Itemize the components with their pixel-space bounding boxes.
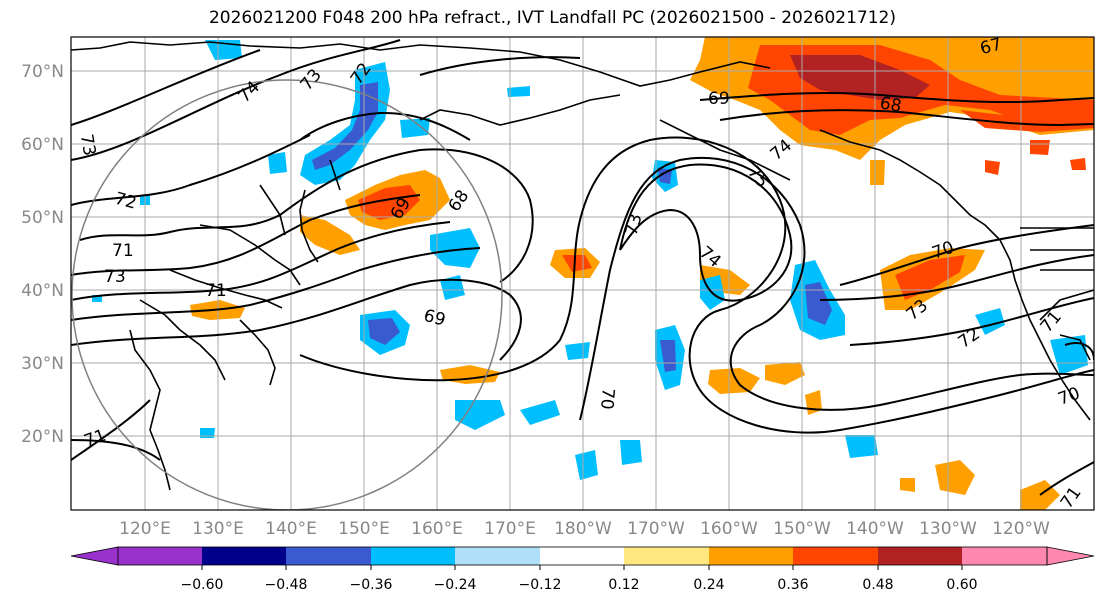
contour-label: 71 xyxy=(112,241,134,261)
colorbar-extend-high xyxy=(1046,546,1095,566)
lat-label: 20°N xyxy=(21,427,64,447)
colorbar-tick-label: 0.48 xyxy=(862,577,893,593)
colorbar: −0.60 −0.48 −0.36 −0.24 −0.12 0.12 0.24 … xyxy=(70,546,1095,593)
lon-label: 150°W xyxy=(773,519,831,539)
colorbar-segment xyxy=(962,547,1047,565)
lon-label: 120°E xyxy=(119,519,171,539)
lon-label: 160°E xyxy=(411,519,463,539)
colorbar-segment xyxy=(540,547,624,565)
negative-shading xyxy=(92,40,1088,480)
contour-label: 73 xyxy=(76,133,99,158)
lon-label: 130°E xyxy=(192,519,244,539)
colorbar-tick-label: −0.48 xyxy=(265,577,308,593)
lat-label: 40°N xyxy=(21,281,64,301)
contour-label: 69 xyxy=(708,89,730,109)
colorbar-tick-label: −0.36 xyxy=(350,577,393,593)
latitude-labels: 70°N 60°N 50°N 40°N 30°N 20°N xyxy=(21,62,64,447)
colorbar-tick-label: 0.12 xyxy=(608,577,639,593)
lon-label: 140°W xyxy=(846,519,904,539)
lon-label: 160°W xyxy=(700,519,758,539)
lat-label: 50°N xyxy=(21,208,64,228)
colorbar-extend-low xyxy=(70,546,119,566)
colorbar-segment xyxy=(202,547,286,565)
colorbar-segment xyxy=(455,547,540,565)
range-ring xyxy=(71,79,503,510)
lon-label: 180°W xyxy=(554,519,612,539)
colorbar-tick-label: 0.24 xyxy=(693,577,724,593)
colorbar-outline xyxy=(117,546,1048,566)
lon-label: 150°E xyxy=(338,519,390,539)
contour-label: 71 xyxy=(205,281,227,301)
contour-label: 73 xyxy=(104,267,126,287)
longitude-labels: 120°E 130°E 140°E 150°E 160°E 170°E 180°… xyxy=(119,519,1050,539)
colorbar-segment xyxy=(878,547,962,565)
colorbar-segment xyxy=(793,547,878,565)
lon-label: 120°W xyxy=(992,519,1050,539)
map-title: 2026021200 F048 200 hPa refract., IVT La… xyxy=(208,8,896,28)
colorbar-segment xyxy=(371,547,455,565)
colorbar-tick-label: −0.60 xyxy=(181,577,224,593)
colorbar-tick-label: −0.12 xyxy=(519,577,562,593)
lat-label: 60°N xyxy=(21,135,64,155)
map-frame xyxy=(70,36,1095,511)
lon-label: 170°W xyxy=(627,519,685,539)
positive-shading xyxy=(190,37,1094,510)
contour-label: 68 xyxy=(878,93,903,116)
lon-label: 170°E xyxy=(484,519,536,539)
lon-label: 130°W xyxy=(919,519,977,539)
colorbar-segment xyxy=(286,547,371,565)
coastlines xyxy=(71,41,1094,491)
lat-label: 30°N xyxy=(21,354,64,374)
colorbar-segment xyxy=(709,547,793,565)
lat-label: 70°N xyxy=(21,62,64,82)
contour-label: 70 xyxy=(596,387,618,410)
graticule xyxy=(71,37,1094,510)
colorbar-tick-label: −0.24 xyxy=(434,577,477,593)
lon-label: 140°E xyxy=(265,519,317,539)
colorbar-segment xyxy=(118,547,202,565)
colorbar-tick-label: 0.36 xyxy=(777,577,808,593)
colorbar-segment xyxy=(624,547,709,565)
refractivity-contours xyxy=(71,39,1094,496)
colorbar-tick-label: 0.60 xyxy=(946,577,977,593)
